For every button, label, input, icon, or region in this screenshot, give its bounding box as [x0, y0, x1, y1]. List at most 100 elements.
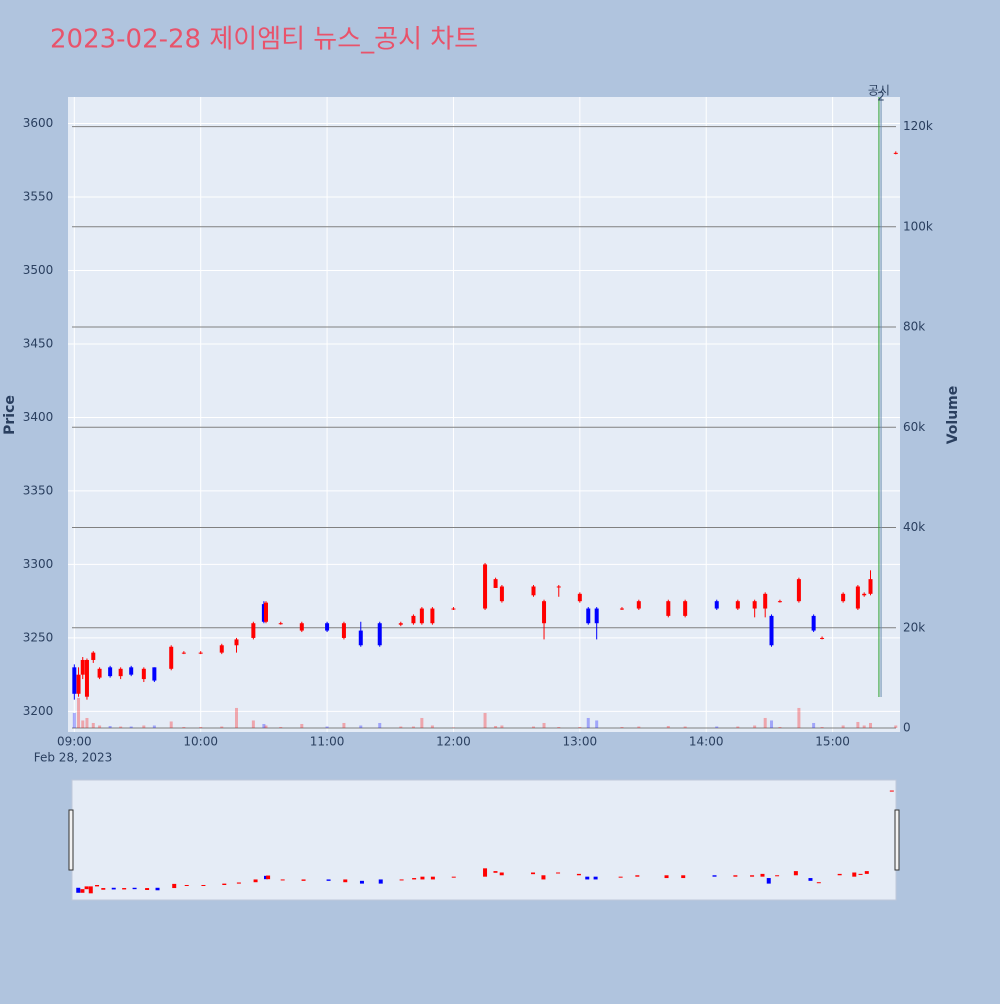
candle-body: [820, 637, 825, 639]
volume-bar: [77, 697, 81, 728]
slider-candle: [837, 873, 842, 876]
slider-candle: [184, 885, 189, 886]
candle-body: [84, 659, 89, 697]
y-tick-label: 3500: [23, 263, 54, 277]
volume-bar: [542, 722, 546, 728]
candle-body: [129, 667, 134, 675]
volume-bar: [531, 726, 535, 728]
candle-body: [261, 604, 266, 622]
volume-bar: [378, 722, 382, 728]
x-date-label: Feb 28, 2023: [34, 751, 113, 765]
slider-candle: [359, 880, 364, 884]
candle-body: [251, 623, 256, 638]
slider-candle: [760, 873, 765, 877]
volume-bar: [85, 717, 89, 728]
candle-body: [683, 601, 688, 616]
candle-body: [411, 615, 416, 624]
candle-body: [531, 586, 536, 596]
volume-bar: [91, 722, 95, 728]
slider-candle: [635, 875, 640, 877]
candle-body: [777, 601, 782, 603]
range-handle[interactable]: [68, 809, 74, 871]
volume-bar: [586, 717, 590, 728]
slider-candle: [858, 873, 863, 875]
candle-body: [556, 586, 561, 588]
x-tick-label: 15:00: [815, 735, 850, 749]
volume-bar: [169, 721, 173, 728]
x-tick-label: 14:00: [689, 735, 724, 749]
candle-body: [97, 668, 102, 678]
volume-bar: [342, 722, 346, 728]
annotation-label: 공시: [868, 84, 890, 98]
candle-body: [763, 593, 768, 609]
volume-bar: [494, 725, 498, 728]
volume-bar: [862, 725, 866, 728]
volume-bar: [770, 720, 774, 728]
y2-tick-label: 20k: [903, 620, 925, 634]
volume-bar: [557, 726, 561, 728]
candle-body: [483, 564, 488, 609]
volume-bar: [856, 721, 860, 728]
candle-body: [752, 601, 757, 609]
volume-bar: [763, 717, 767, 728]
slider-candle: [430, 876, 435, 880]
volume-bar: [620, 726, 624, 728]
slider-candle: [889, 790, 894, 792]
candle-body: [619, 608, 624, 610]
y2-tick-label: 0: [903, 720, 911, 734]
candle-body: [398, 623, 403, 625]
range-handle[interactable]: [894, 809, 900, 871]
x-tick-label: 13:00: [563, 735, 598, 749]
volume-bar: [129, 726, 133, 728]
candle-body: [769, 615, 774, 646]
slider-candle: [343, 879, 348, 883]
slider-candle: [852, 872, 857, 877]
slider-candle: [664, 875, 669, 879]
slider-candle: [483, 868, 488, 877]
candle-body: [377, 623, 382, 646]
candle-body: [108, 667, 113, 677]
candle-body: [198, 652, 203, 654]
candle-body: [862, 593, 867, 596]
volume-bar: [637, 726, 641, 728]
candle-body: [499, 586, 504, 602]
volume-bar: [812, 722, 816, 728]
slider-candle: [493, 871, 498, 873]
candle-body: [594, 608, 599, 624]
slider-candle: [531, 872, 536, 875]
volume-bar: [152, 725, 156, 728]
slider-candle: [280, 879, 285, 881]
slider-candle: [95, 885, 100, 887]
slider-candle: [201, 885, 206, 886]
volume-bar: [683, 726, 687, 728]
y-tick-label: 3350: [23, 483, 54, 497]
candle-body: [493, 579, 498, 588]
slider-candle: [585, 876, 590, 880]
slider-candle: [750, 875, 755, 877]
volume-bar: [262, 723, 266, 728]
candle-body: [586, 608, 591, 624]
candle-body: [181, 652, 186, 654]
candle-body: [219, 645, 224, 653]
candle-body: [76, 674, 81, 694]
volume-bar: [220, 726, 224, 728]
range-slider[interactable]: [71, 779, 897, 901]
volume-bar: [820, 726, 824, 728]
volume-bar: [399, 726, 403, 728]
slider-candle: [808, 878, 813, 881]
volume-bar: [235, 707, 239, 728]
y-tick-label: 3600: [23, 116, 54, 130]
candle-body: [141, 668, 146, 680]
y2-tick-label: 40k: [903, 520, 925, 534]
volume-bar: [420, 717, 424, 728]
slider-candle: [378, 879, 383, 884]
slider-candle: [712, 875, 717, 877]
volume-bar: [841, 725, 845, 728]
slider-candle: [111, 887, 116, 890]
volume-bar: [666, 725, 670, 728]
slider-candle: [681, 875, 686, 879]
candle-body: [811, 615, 816, 631]
volume-bar: [869, 722, 873, 728]
x-tick-label: 10:00: [183, 735, 218, 749]
y-tick-label: 3300: [23, 557, 54, 571]
